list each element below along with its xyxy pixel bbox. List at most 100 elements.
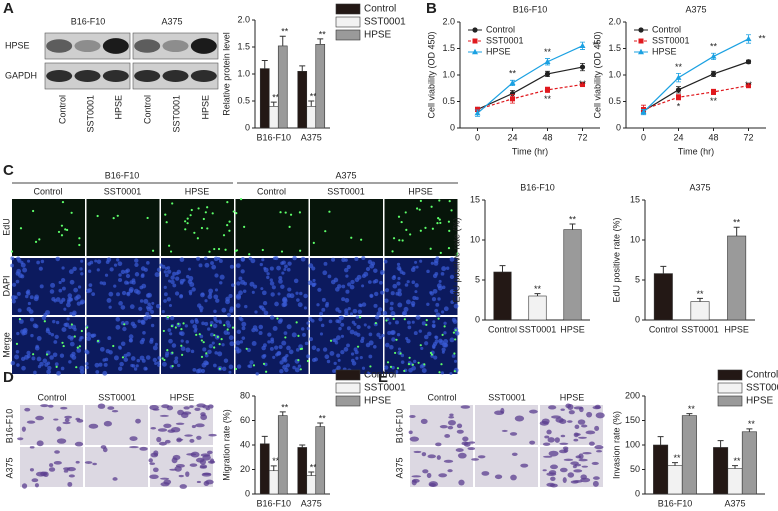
cell-blob <box>574 433 581 436</box>
legend-marker <box>472 27 478 33</box>
cell-blob <box>185 471 190 477</box>
edu-spot <box>151 249 155 252</box>
nucleus <box>117 345 122 349</box>
legend-swatch <box>335 382 361 394</box>
edu-spot <box>96 214 99 218</box>
cell-blob <box>578 458 588 462</box>
nucleus <box>449 257 455 262</box>
x-tick-label: 72 <box>577 132 587 142</box>
nucleus <box>394 320 399 325</box>
nucleus <box>434 339 439 344</box>
nucleus <box>287 287 292 292</box>
micrograph <box>475 447 538 487</box>
nucleus <box>138 306 143 311</box>
nucleus <box>67 293 73 298</box>
edu-spot <box>299 368 302 371</box>
nucleus <box>129 304 135 310</box>
edu-spot <box>206 206 209 209</box>
nucleus <box>451 317 457 323</box>
nucleus <box>306 321 310 325</box>
error-bar <box>299 444 306 448</box>
line <box>477 66 583 110</box>
nucleus <box>246 348 251 353</box>
edu-spot <box>429 351 433 355</box>
nucleus <box>52 352 58 358</box>
nucleus <box>349 312 354 316</box>
cell-blob <box>175 422 185 425</box>
nucleus <box>254 310 258 314</box>
nucleus <box>71 312 76 317</box>
error-bar <box>279 35 286 46</box>
nucleus <box>384 342 390 348</box>
blot-band <box>134 39 161 53</box>
edu-spot <box>226 328 229 331</box>
cell-blob <box>462 436 469 442</box>
nucleus <box>353 322 357 326</box>
nucleus <box>137 319 141 323</box>
nucleus <box>449 371 453 376</box>
nucleus <box>132 323 137 329</box>
edu-spot <box>423 363 426 366</box>
nucleus <box>338 326 342 331</box>
nucleus <box>421 321 426 326</box>
edu-spot <box>15 342 19 345</box>
nucleus <box>189 319 195 324</box>
cell-blob <box>585 430 596 435</box>
nucleus <box>134 262 139 267</box>
nucleus <box>293 278 299 284</box>
nucleus <box>240 257 245 262</box>
nucleus <box>339 315 344 321</box>
bar <box>315 43 326 129</box>
bar <box>690 301 710 321</box>
nucleus <box>68 297 74 302</box>
nucleus <box>29 295 34 300</box>
edu-spot <box>78 237 81 240</box>
edu-spot <box>385 319 388 322</box>
nucleus <box>85 350 90 355</box>
edu-spot <box>297 334 300 337</box>
cell-blob <box>92 462 97 466</box>
cell-blob <box>455 448 464 452</box>
edu-spot <box>405 228 408 231</box>
cell-blob <box>201 472 212 477</box>
edu-spot <box>419 199 422 202</box>
nucleus <box>193 329 198 333</box>
nucleus <box>91 292 96 297</box>
nucleus <box>281 271 285 275</box>
nucleus <box>429 290 433 295</box>
edu-spot <box>232 210 235 213</box>
cell-blob <box>35 471 46 477</box>
error-bar <box>270 101 277 107</box>
nucleus <box>372 344 377 349</box>
nucleus <box>406 320 411 325</box>
nucleus <box>346 326 351 331</box>
nucleus <box>413 359 417 364</box>
nucleus <box>170 279 175 285</box>
significance-marker: ** <box>281 402 289 412</box>
cell-blob <box>148 458 153 463</box>
edu-spot <box>171 364 174 368</box>
nucleus <box>241 336 246 340</box>
x-tick-label: HPSE <box>560 324 585 334</box>
nucleus <box>397 347 401 351</box>
edu-spot <box>243 225 246 228</box>
edu-spot <box>64 228 67 231</box>
cell-blob <box>149 405 159 411</box>
blot-header: A375 <box>161 16 182 26</box>
nucleus <box>333 361 337 366</box>
nucleus <box>354 350 359 355</box>
nucleus <box>191 287 196 292</box>
nucleus <box>31 356 36 361</box>
edu-spot <box>441 333 444 336</box>
data-point <box>675 87 682 93</box>
nucleus <box>397 288 402 293</box>
nucleus <box>120 305 126 310</box>
edu-spot <box>245 347 248 350</box>
y-axis-label: EdU positive rate (%) <box>451 217 461 302</box>
bar <box>259 68 270 129</box>
edu-spot <box>170 324 174 328</box>
nucleus <box>94 362 100 368</box>
error-bar <box>317 422 324 427</box>
significance-marker: ** <box>579 79 587 89</box>
nucleus <box>213 363 217 368</box>
